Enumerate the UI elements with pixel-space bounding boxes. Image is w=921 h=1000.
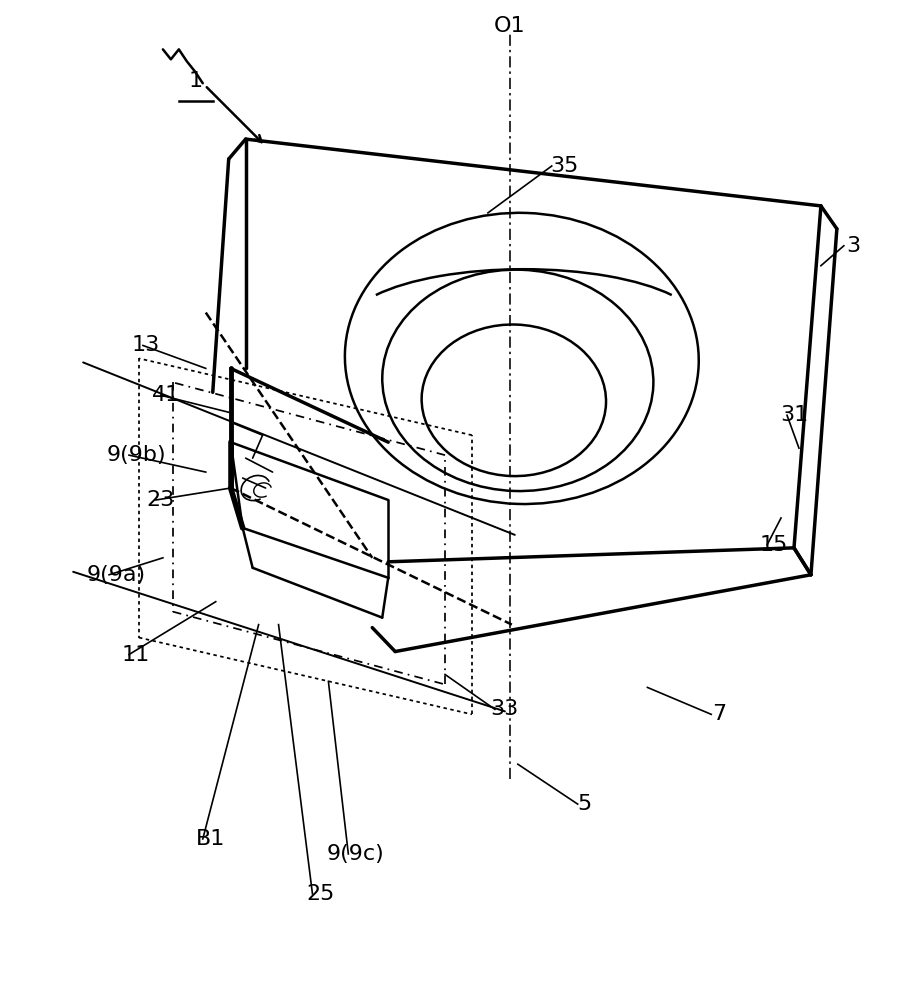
Text: 9(9b): 9(9b) — [106, 445, 166, 465]
Text: O1: O1 — [494, 16, 526, 36]
Text: 11: 11 — [122, 645, 150, 665]
Text: 5: 5 — [577, 794, 592, 814]
Text: 15: 15 — [760, 535, 788, 555]
Text: 41: 41 — [152, 385, 180, 405]
Text: 31: 31 — [780, 405, 808, 425]
Text: 13: 13 — [132, 335, 160, 355]
Text: 1: 1 — [189, 71, 203, 91]
Text: 9(9a): 9(9a) — [87, 565, 146, 585]
Text: 23: 23 — [146, 490, 175, 510]
Text: 9(9c): 9(9c) — [326, 844, 384, 864]
Text: 7: 7 — [712, 704, 727, 724]
Text: 25: 25 — [307, 884, 334, 904]
Text: 33: 33 — [491, 699, 519, 719]
Text: 35: 35 — [551, 156, 579, 176]
Text: 3: 3 — [846, 236, 861, 256]
Text: B1: B1 — [196, 829, 226, 849]
